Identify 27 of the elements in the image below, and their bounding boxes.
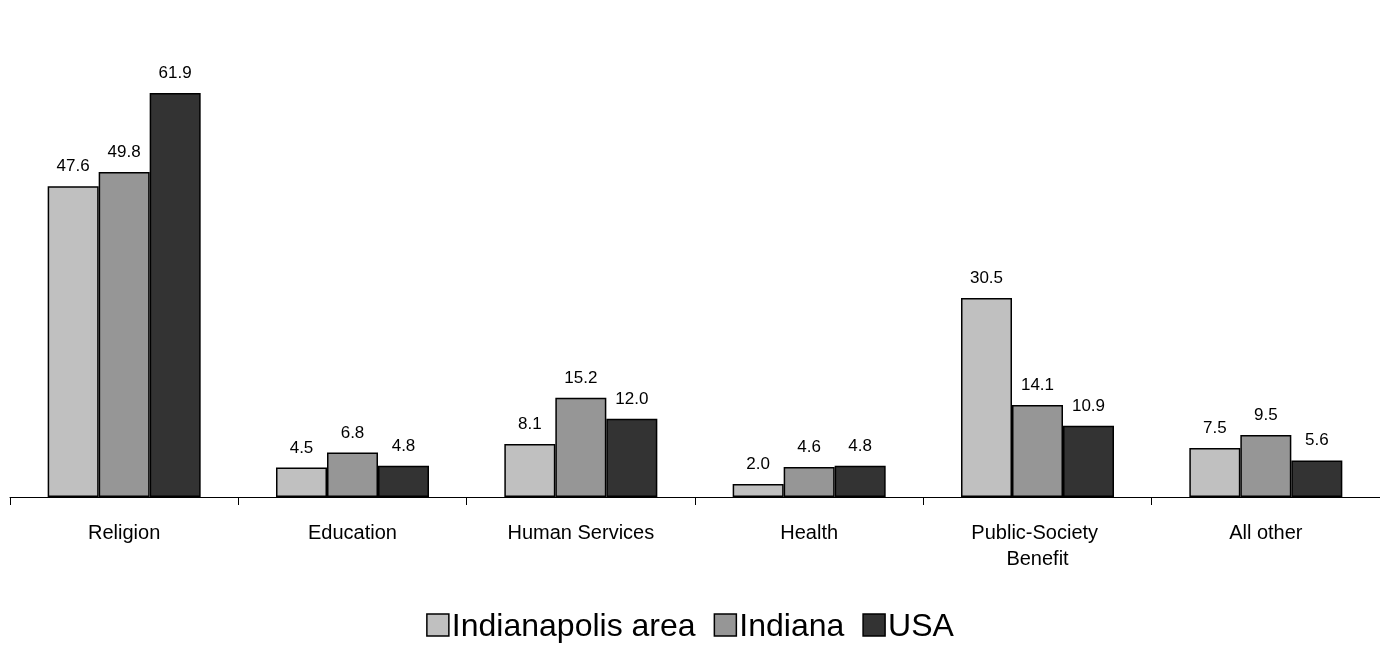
x-tick-label: Public-Society Benefit xyxy=(971,521,1104,569)
data-label: 61.9 xyxy=(158,62,192,82)
data-label: 2.0 xyxy=(746,453,770,473)
data-label: 4.8 xyxy=(391,435,416,455)
x-tick-label: Health xyxy=(780,521,839,543)
data-label: 4.5 xyxy=(289,437,314,457)
x-tick-label: Religion xyxy=(88,521,161,543)
data-label: 8.1 xyxy=(518,414,542,434)
data-label: 30.5 xyxy=(969,267,1004,287)
data-label: 4.8 xyxy=(848,435,872,455)
legend-label: Indianapolis area xyxy=(451,607,696,643)
data-label: 5.6 xyxy=(1305,430,1329,450)
x-tick-label: Education xyxy=(308,521,397,543)
data-label: 49.8 xyxy=(107,141,141,161)
data-label: 6.8 xyxy=(340,422,365,442)
data-label: 4.6 xyxy=(797,436,821,456)
data-label: 14.1 xyxy=(1020,374,1055,394)
x-tick-label: Human Services xyxy=(507,521,655,543)
legend-label: USA xyxy=(888,607,955,643)
data-label: 15.2 xyxy=(564,367,598,387)
data-label: 12.0 xyxy=(615,388,649,408)
x-tick-label: All other xyxy=(1229,521,1303,543)
data-label: 7.5 xyxy=(1203,418,1227,438)
legend-label: Indiana xyxy=(739,607,845,643)
data-label: 10.9 xyxy=(1071,395,1106,415)
data-label: 9.5 xyxy=(1254,404,1278,424)
data-label: 47.6 xyxy=(56,156,90,176)
